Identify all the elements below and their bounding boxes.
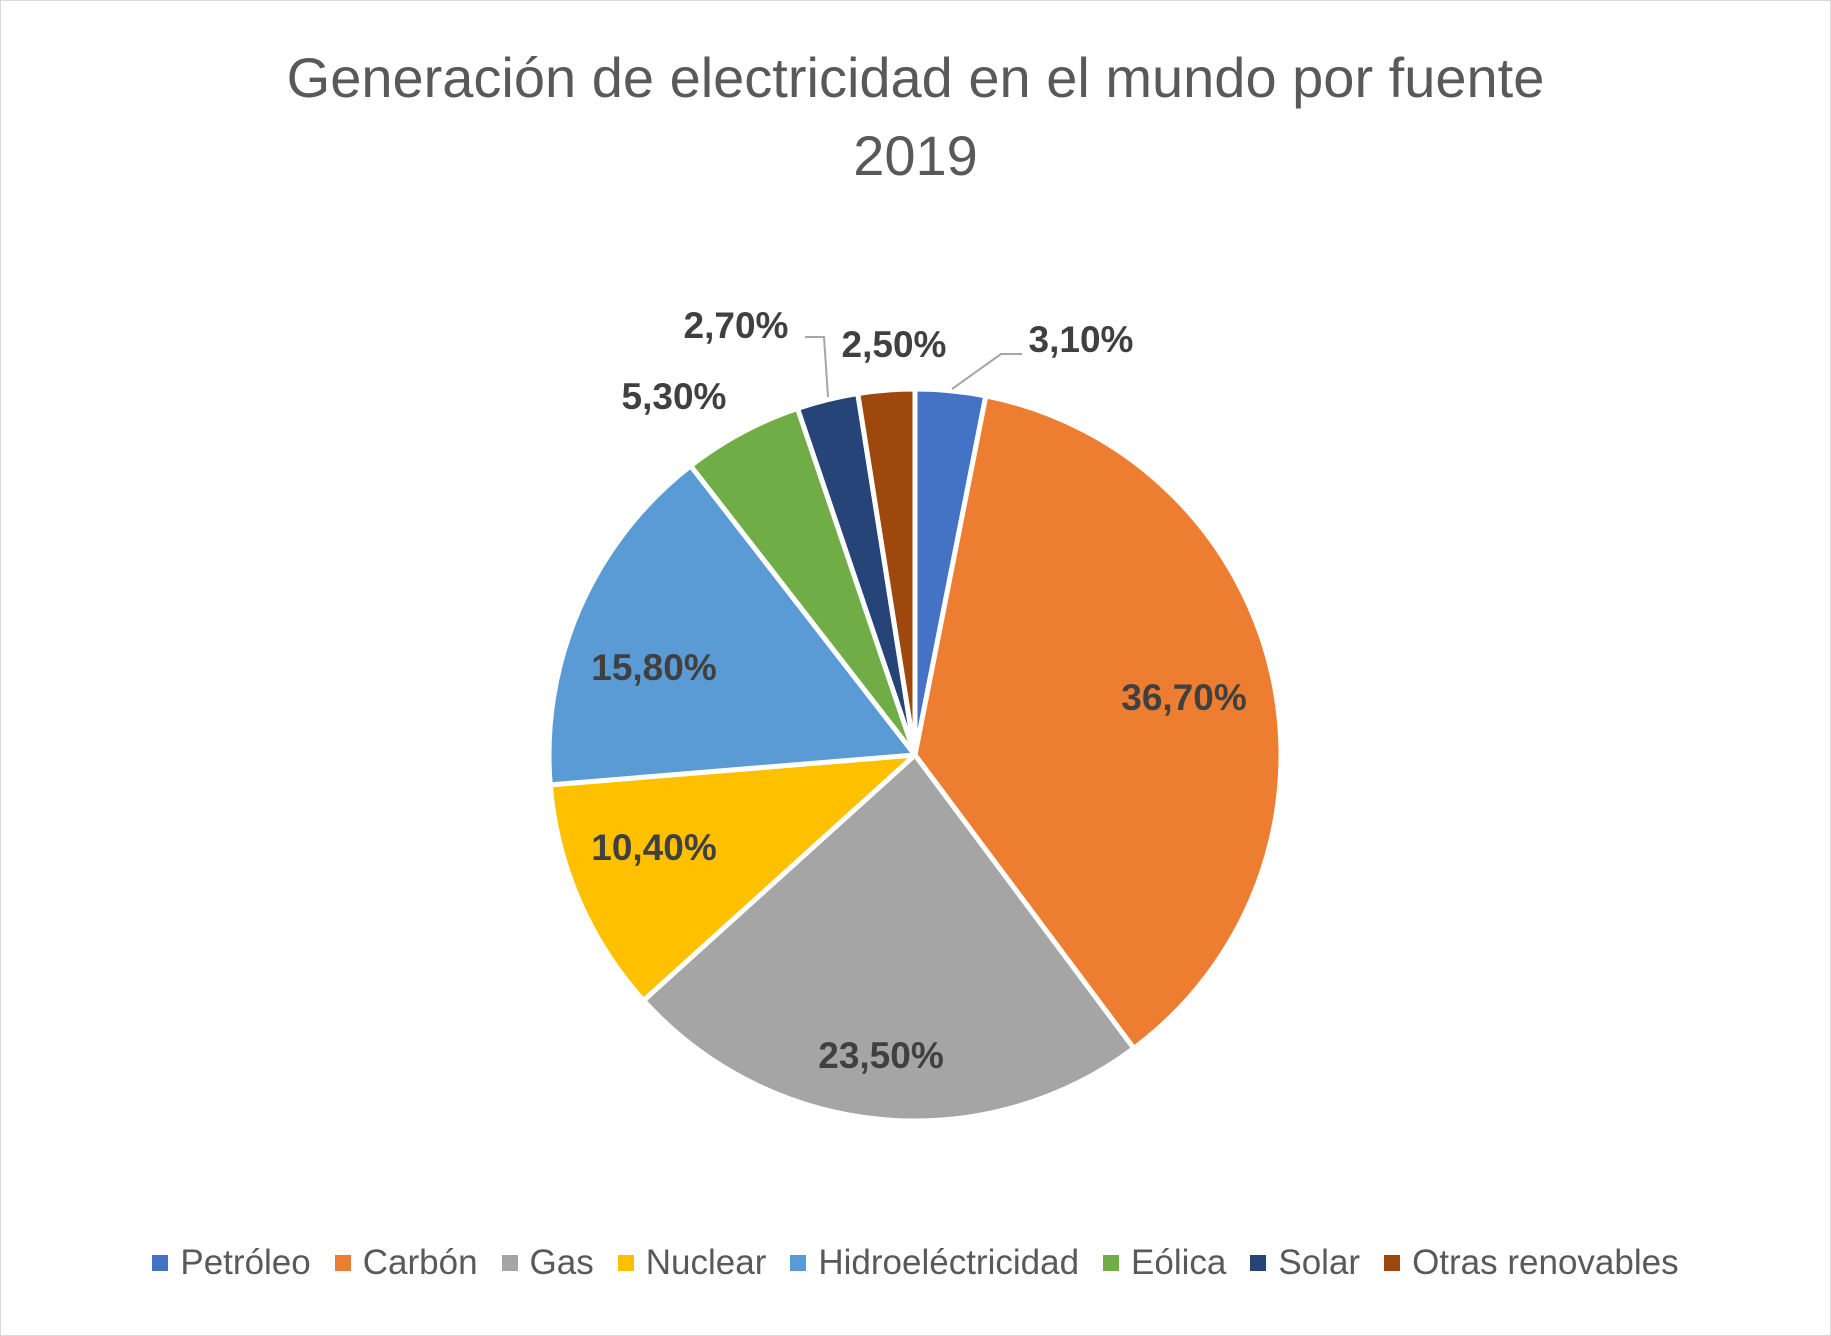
legend-swatch	[1384, 1255, 1401, 1271]
data-label-3: 23,50%	[818, 1035, 944, 1076]
pie-slice-4	[547, 752, 918, 1003]
legend-label: Hidroeléctricidad	[818, 1243, 1080, 1282]
data-label-6: 5,30%	[622, 376, 727, 417]
data-label-4: 10,40%	[591, 827, 717, 868]
data-label-8: 2,50%	[842, 324, 947, 365]
legend-item-1: Petróleo	[152, 1243, 311, 1283]
legend-swatch	[790, 1255, 807, 1271]
data-label-5: 15,80%	[591, 647, 717, 688]
legend-item-7: Solar	[1250, 1243, 1360, 1283]
leader-line-1	[951, 353, 1022, 390]
leader-line-7	[805, 336, 829, 398]
legend-swatch	[1103, 1255, 1120, 1271]
legend-label: Petróleo	[180, 1243, 311, 1282]
data-labels: 3,10% 36,70% 23,50% 10,40% 15,80% 5,30% 2,70% 2…	[591, 305, 1247, 1076]
data-label-1: 3,10%	[1029, 319, 1134, 360]
pie-slice-2	[912, 393, 1284, 1051]
data-label-2: 36,70%	[1121, 677, 1247, 718]
chart-title: Generación de electricidad en el mundo p…	[1, 39, 1830, 195]
legend-item-2: Carbón	[334, 1243, 478, 1283]
legend-swatch	[334, 1255, 351, 1271]
pie-slice-5	[546, 463, 918, 788]
legend-label: Solar	[1278, 1243, 1361, 1282]
legend-item-8: Otras renovables	[1384, 1243, 1679, 1283]
pie-slice-8	[855, 386, 918, 758]
chart-title-line: Generación de electricidad en el mundo p…	[286, 46, 1545, 109]
legend-item-3: Gas	[501, 1243, 594, 1283]
data-label-7: 2,70%	[684, 305, 789, 346]
legend-swatch	[501, 1255, 518, 1271]
pie-slices	[546, 386, 1284, 1124]
legend-swatch	[152, 1255, 169, 1271]
pie-slice-3	[641, 752, 1137, 1124]
legend-swatch	[617, 1255, 634, 1271]
chart-subtitle-line: 2019	[853, 124, 978, 187]
legend-item-4: Nuclear	[617, 1243, 767, 1283]
legend-item-6: Eólica	[1103, 1243, 1226, 1283]
legend-label: Eólica	[1131, 1243, 1227, 1282]
leader-lines	[805, 336, 1022, 398]
legend-item-5: Hidroeléctricidad	[790, 1243, 1079, 1283]
legend-label: Gas	[529, 1243, 594, 1282]
legend-label: Nuclear	[645, 1243, 767, 1282]
legend-label: Carbón	[362, 1243, 478, 1282]
legend: Petróleo Carbón Gas Nuclear Hidroeléctricida…	[1, 1243, 1830, 1283]
legend-label: Otras renovables	[1412, 1243, 1679, 1282]
legend-swatch	[1250, 1255, 1267, 1271]
